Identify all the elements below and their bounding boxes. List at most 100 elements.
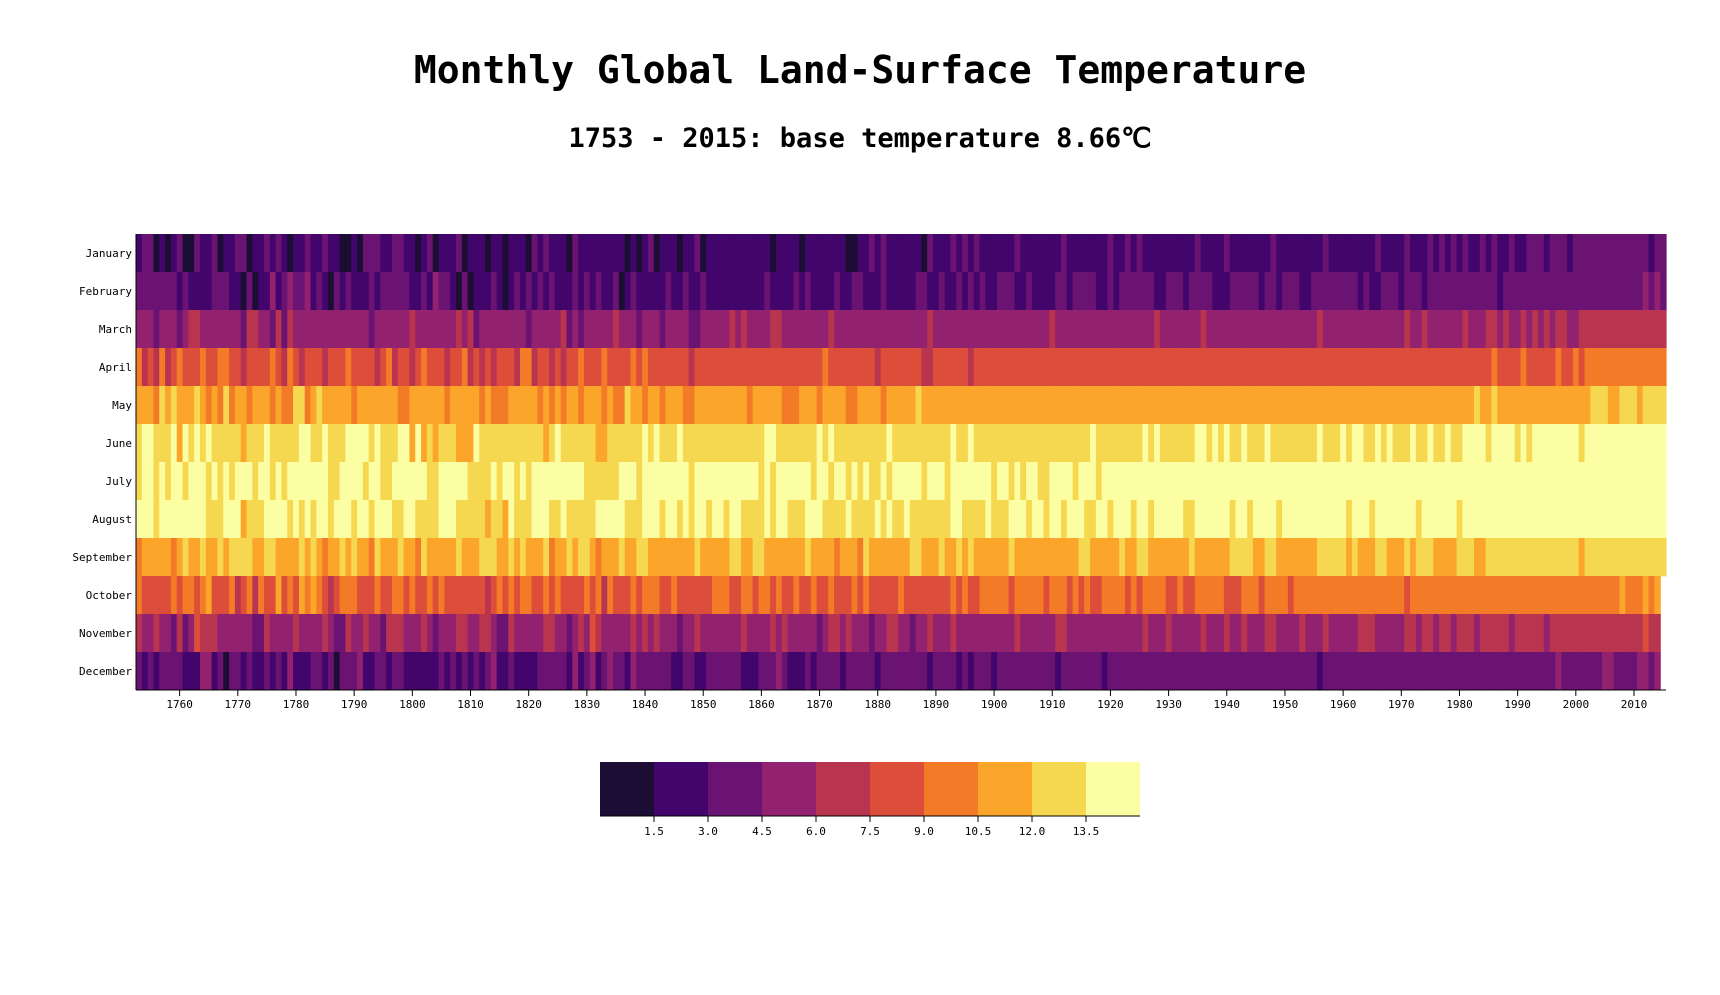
heatmap-cell	[1194, 386, 1202, 425]
heatmap-cell	[630, 538, 637, 577]
heatmap-cell	[729, 652, 736, 691]
heatmap-cell	[1380, 272, 1388, 311]
heatmap-cell	[1567, 538, 1574, 577]
heatmap-cell	[717, 386, 725, 425]
heatmap-cell	[455, 272, 463, 311]
heatmap-cell	[229, 538, 236, 577]
heatmap-cell	[1060, 424, 1068, 463]
heatmap-cell	[281, 500, 288, 539]
heatmap-cell	[962, 538, 969, 577]
heatmap-cell	[967, 272, 975, 311]
heatmap-cell	[1229, 652, 1237, 691]
heatmap-cell	[263, 500, 271, 539]
heatmap-cell	[1572, 500, 1580, 539]
heatmap-cell	[316, 614, 323, 653]
heatmap-cell	[1555, 538, 1562, 577]
heatmap-cell	[432, 652, 440, 691]
heatmap-cell	[1433, 272, 1440, 311]
heatmap-cell	[234, 576, 242, 615]
heatmap-cell	[1014, 386, 1021, 425]
heatmap-cell	[502, 348, 509, 387]
heatmap-cell	[1497, 348, 1504, 387]
heatmap-cell	[583, 234, 591, 273]
heatmap-cell	[944, 538, 952, 577]
heatmap-cell	[1119, 234, 1126, 273]
heatmap-cell	[1375, 348, 1382, 387]
heatmap-cell	[1026, 576, 1033, 615]
heatmap-cell	[380, 462, 387, 501]
heatmap-cell	[1282, 310, 1289, 349]
heatmap-cell	[508, 538, 515, 577]
heatmap-cell	[1660, 234, 1667, 273]
heatmap-cell	[1223, 424, 1231, 463]
heatmap-cell	[677, 310, 684, 349]
heatmap-cell	[199, 234, 207, 273]
heatmap-cell	[537, 652, 544, 691]
heatmap-cell	[531, 576, 539, 615]
heatmap-cell	[857, 386, 864, 425]
heatmap-cell	[1316, 576, 1324, 615]
heatmap-cell	[374, 576, 381, 615]
heatmap-cell	[933, 538, 940, 577]
heatmap-cell	[1101, 614, 1109, 653]
heatmap-cell	[1183, 652, 1190, 691]
heatmap-cell	[973, 272, 981, 311]
heatmap-cell	[409, 348, 416, 387]
heatmap-cell	[1014, 652, 1021, 691]
heatmap-cell	[391, 576, 399, 615]
heatmap-cell	[583, 310, 591, 349]
heatmap-cell	[967, 576, 975, 615]
heatmap-cell	[1474, 272, 1481, 311]
heatmap-cell	[618, 538, 626, 577]
heatmap-cell	[729, 576, 736, 615]
heatmap-cell	[1462, 348, 1469, 387]
heatmap-cell	[688, 234, 696, 273]
heatmap-cell	[613, 614, 620, 653]
heatmap-cell	[694, 614, 701, 653]
heatmap-cell	[1171, 234, 1178, 273]
heatmap-cell	[991, 348, 998, 387]
heatmap-cell	[421, 614, 428, 653]
heatmap-cell	[1060, 272, 1068, 311]
heatmap-cell	[1154, 462, 1161, 501]
heatmap-cell	[281, 386, 288, 425]
heatmap-cell	[1584, 234, 1591, 273]
heatmap-cell	[490, 576, 498, 615]
heatmap-cell	[630, 614, 637, 653]
heatmap-cell	[1543, 348, 1551, 387]
heatmap-cell	[781, 500, 789, 539]
heatmap-cell	[1450, 462, 1458, 501]
heatmap-cell	[1485, 386, 1493, 425]
heatmap-cell	[1555, 272, 1562, 311]
heatmap-cell	[258, 462, 265, 501]
heatmap-cell	[304, 576, 312, 615]
heatmap-cell	[1194, 652, 1202, 691]
heatmap-cell	[409, 272, 416, 311]
heatmap-cell	[828, 614, 835, 653]
heatmap-cell	[1636, 424, 1644, 463]
heatmap-cell	[246, 462, 253, 501]
heatmap-cell	[1613, 310, 1621, 349]
heatmap-cell	[1590, 652, 1597, 691]
heatmap-cell	[578, 310, 585, 349]
heatmap-cell	[368, 424, 376, 463]
heatmap-cell	[1002, 386, 1010, 425]
heatmap-cell	[281, 424, 288, 463]
heatmap-cell	[560, 386, 568, 425]
heatmap-cell	[409, 576, 416, 615]
heatmap-cell	[1543, 310, 1551, 349]
heatmap-cell	[909, 234, 917, 273]
heatmap-cell	[1590, 462, 1597, 501]
heatmap-cell	[229, 652, 236, 691]
heatmap-cell	[1031, 462, 1039, 501]
heatmap-cell	[1287, 614, 1295, 653]
heatmap-cell	[1415, 234, 1423, 273]
heatmap-cell	[1026, 424, 1033, 463]
heatmap-cell	[1410, 234, 1417, 273]
heatmap-cell	[1427, 348, 1434, 387]
heatmap-cell	[1206, 576, 1213, 615]
heatmap-cell	[996, 348, 1004, 387]
heatmap-cell	[1002, 576, 1010, 615]
heatmap-cell	[1561, 576, 1568, 615]
heatmap-cell	[479, 234, 486, 273]
